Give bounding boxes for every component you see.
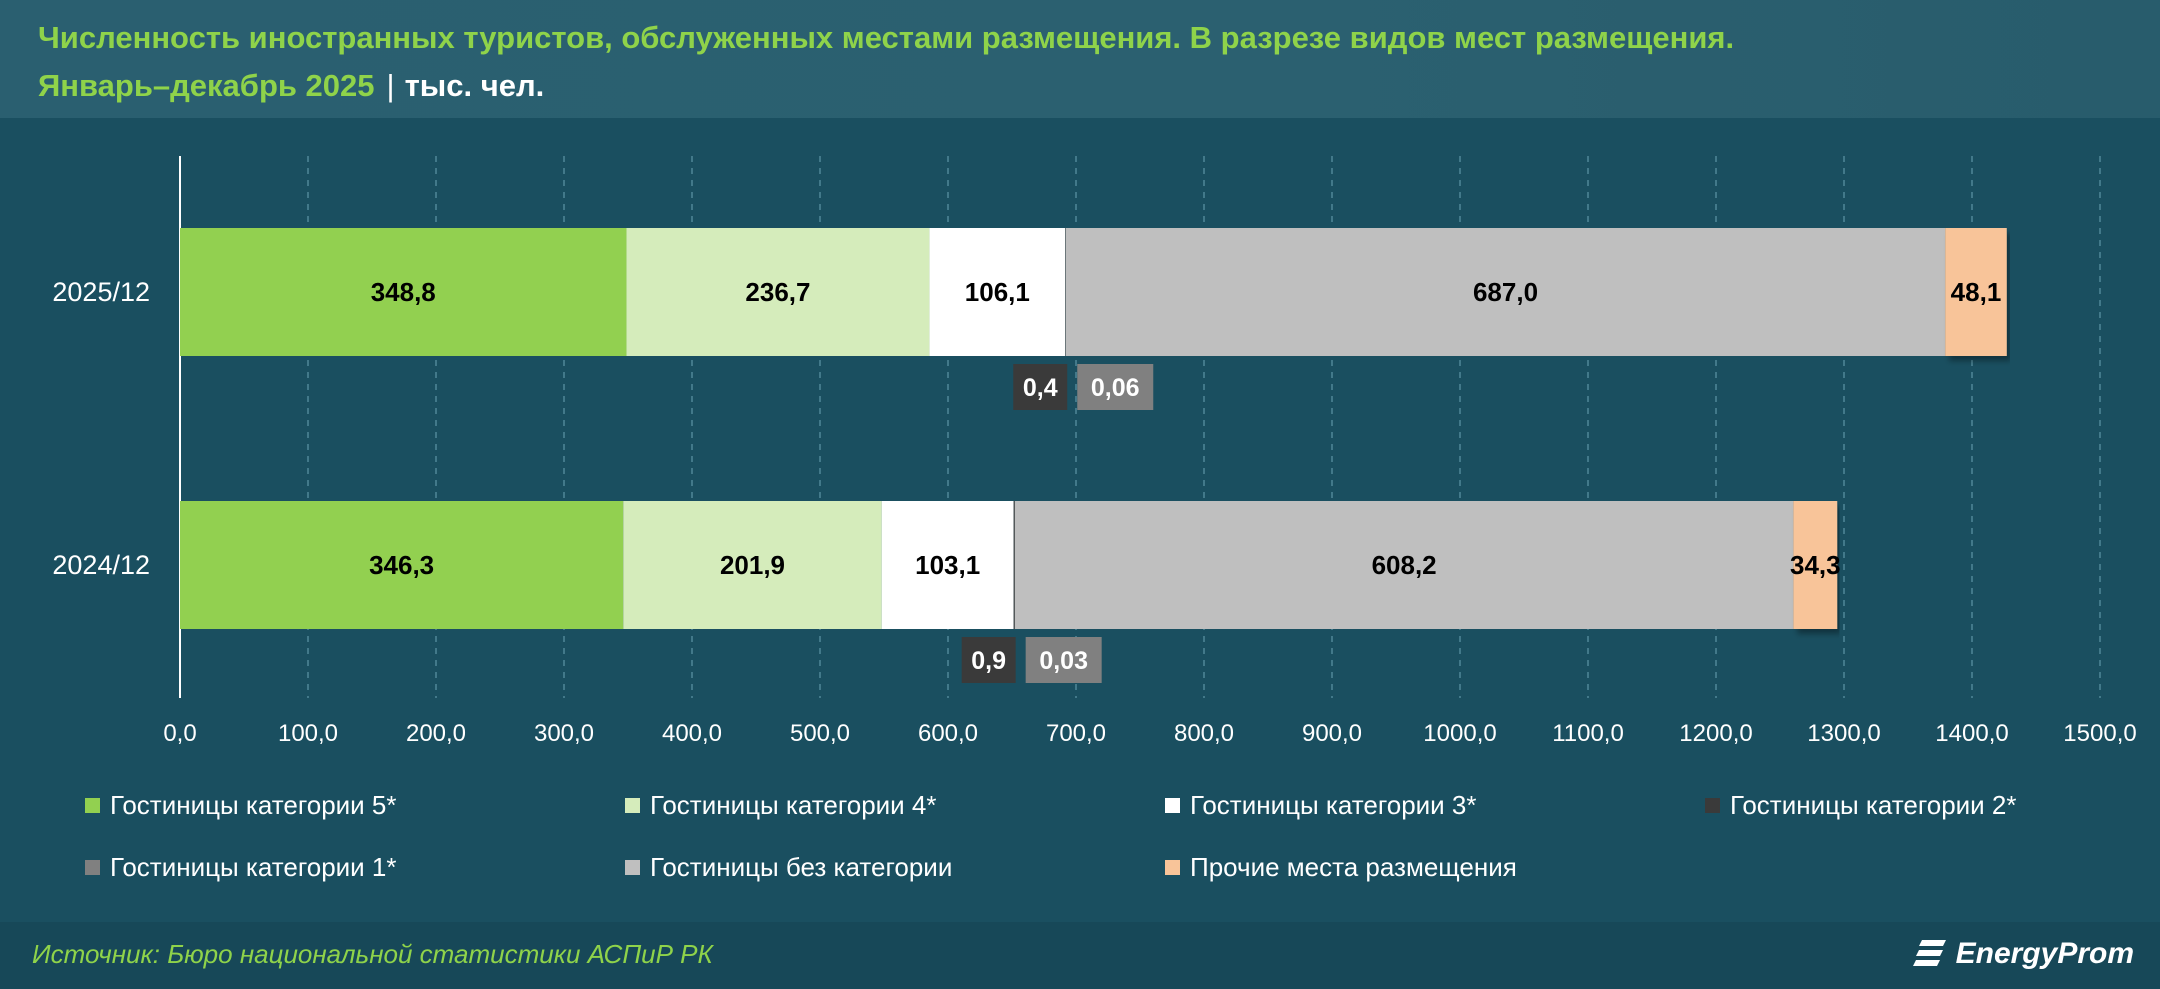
period-label: Январь–декабрь 2025	[38, 68, 375, 103]
x-tick-label: 1500,0	[2063, 720, 2136, 747]
x-tick-label: 200,0	[406, 720, 466, 747]
legend-label: Гостиницы категории 5*	[110, 790, 397, 820]
title-separator: |	[386, 68, 395, 103]
chart-subtitle: Январь–декабрь 2025 | тыс. чел.	[38, 68, 544, 104]
category-label: 2024/12	[52, 550, 150, 580]
category-label: 2025/12	[52, 277, 150, 307]
legend-swatch	[85, 860, 100, 875]
stacked-bar-chart: 0,0 100,0 200,0 300,0 400,0 500,0 600,0 700,0 80…	[52, 156, 2137, 747]
bar-segment	[623, 501, 882, 629]
small-value-label: 0,9	[971, 647, 1006, 675]
x-tick-label: 100,0	[278, 720, 338, 747]
unit-label: тыс. чел.	[404, 68, 545, 103]
data-label: 236,7	[745, 277, 810, 307]
data-label: 106,1	[965, 277, 1030, 307]
x-tick-label: 1300,0	[1807, 720, 1880, 747]
legend-item: Гостиницы без категории	[625, 852, 952, 883]
small-value-box	[961, 637, 1016, 683]
x-tick-label: 800,0	[1174, 720, 1234, 747]
x-tick-label: 1400,0	[1935, 720, 2008, 747]
bar-segment	[1013, 501, 1015, 629]
chart-title: Численность иностранных туристов, обслуж…	[38, 20, 1735, 55]
legend-label: Гостиницы категории 3*	[1190, 790, 1477, 820]
bar-segment	[1945, 228, 2007, 356]
x-tick-label: 500,0	[790, 720, 850, 747]
bar-segment	[929, 228, 1066, 356]
x-tick-label: 400,0	[662, 720, 722, 747]
legend-swatch	[625, 860, 640, 875]
legend-swatch	[625, 798, 640, 813]
small-value-box	[1077, 364, 1154, 410]
legend-item: Гостиницы категории 5*	[85, 790, 397, 821]
x-tick-label: 1100,0	[1552, 720, 1624, 747]
legend-label: Гостиницы категории 4*	[650, 790, 937, 820]
data-label: 103,1	[915, 550, 980, 580]
data-label: 34,3	[1790, 550, 1841, 580]
data-label: 348,8	[371, 277, 436, 307]
bar-segment	[1014, 501, 1794, 629]
legend-item: Гостиницы категории 2*	[1705, 790, 2017, 821]
chart-header: Численность иностранных туристов, обслуж…	[0, 0, 2160, 118]
legend-item: Гостиницы категории 1*	[85, 852, 397, 883]
x-tick-label: 1000,0	[1423, 720, 1496, 747]
bar-segment	[1065, 228, 1066, 356]
data-label: 48,1	[1951, 277, 2002, 307]
x-tick-label: 900,0	[1302, 720, 1362, 747]
bar-segment	[626, 228, 930, 356]
x-tick-label: 0,0	[163, 720, 196, 747]
small-value-label: 0,03	[1039, 647, 1088, 675]
data-label: 201,9	[720, 550, 785, 580]
bar-segment	[180, 501, 624, 629]
footer: Источник: Бюро национальной статистики А…	[0, 922, 2160, 989]
legend-label: Гостиницы без категории	[650, 852, 953, 882]
x-tick-label: 300,0	[534, 720, 594, 747]
legend-swatch	[1165, 798, 1180, 813]
small-value-label: 0,4	[1023, 374, 1058, 402]
x-tick-label: 600,0	[918, 720, 978, 747]
data-label: 608,2	[1372, 550, 1437, 580]
logo-icon	[1912, 940, 1946, 966]
bar-segment	[881, 501, 1014, 629]
bar-segment	[180, 228, 627, 356]
chart-legend: Гостиницы категории 5* Гостиницы категори…	[85, 790, 2145, 910]
bar-segment	[1065, 228, 1946, 356]
source-note: Источник: Бюро национальной статистики А…	[32, 939, 713, 969]
data-label: 346,3	[369, 550, 434, 580]
legend-item: Гостиницы категории 3*	[1165, 790, 1477, 821]
legend-label: Прочие места размещения	[1190, 852, 1517, 882]
legend-swatch	[1165, 860, 1180, 875]
legend-label: Гостиницы категории 1*	[110, 852, 397, 882]
legend-item: Прочие места размещения	[1165, 852, 1517, 883]
energyprom-logo: EnergyProm	[1912, 934, 2134, 974]
legend-swatch	[85, 798, 100, 813]
small-value-box	[1013, 364, 1068, 410]
bar-segment	[1793, 501, 1838, 629]
x-tick-label: 1200,0	[1679, 720, 1752, 747]
small-value-box	[1025, 637, 1102, 683]
legend-label: Гостиницы категории 2*	[1730, 790, 2017, 820]
legend-swatch	[1705, 798, 1720, 813]
x-tick-label: 700,0	[1046, 720, 1106, 747]
legend-item: Гостиницы категории 4*	[625, 790, 937, 821]
logo-text: EnergyProm	[1955, 937, 2134, 970]
small-value-label: 0,06	[1091, 374, 1140, 402]
data-label: 687,0	[1473, 277, 1538, 307]
